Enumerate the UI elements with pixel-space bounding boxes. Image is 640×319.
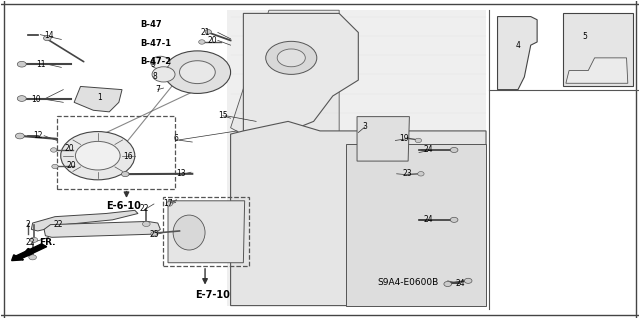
Ellipse shape bbox=[61, 131, 135, 180]
Ellipse shape bbox=[451, 147, 458, 152]
Polygon shape bbox=[357, 117, 410, 161]
Ellipse shape bbox=[266, 41, 317, 74]
Polygon shape bbox=[31, 210, 138, 231]
Ellipse shape bbox=[205, 30, 211, 34]
Text: 22: 22 bbox=[140, 204, 149, 213]
Text: 20: 20 bbox=[65, 144, 74, 153]
Text: 24: 24 bbox=[424, 215, 433, 224]
FancyArrow shape bbox=[12, 244, 47, 261]
Ellipse shape bbox=[151, 56, 170, 69]
Ellipse shape bbox=[151, 232, 157, 236]
Bar bbox=[163, 197, 249, 266]
Ellipse shape bbox=[173, 215, 205, 250]
Ellipse shape bbox=[444, 281, 452, 286]
Text: 22: 22 bbox=[26, 238, 35, 247]
Text: 24: 24 bbox=[456, 279, 465, 288]
Text: 13: 13 bbox=[176, 169, 186, 178]
Polygon shape bbox=[230, 10, 339, 160]
Text: 24: 24 bbox=[424, 145, 433, 154]
Text: B-47-2: B-47-2 bbox=[140, 57, 171, 66]
Text: 9: 9 bbox=[150, 60, 155, 69]
Polygon shape bbox=[230, 122, 486, 306]
Ellipse shape bbox=[122, 172, 129, 177]
Text: 19: 19 bbox=[399, 134, 409, 143]
Polygon shape bbox=[243, 13, 358, 134]
Polygon shape bbox=[563, 13, 633, 86]
Text: 12: 12 bbox=[33, 131, 42, 140]
Text: 14: 14 bbox=[44, 31, 53, 40]
Text: B-47: B-47 bbox=[140, 20, 161, 29]
Ellipse shape bbox=[29, 255, 36, 260]
Polygon shape bbox=[566, 58, 628, 83]
Polygon shape bbox=[227, 10, 486, 306]
Text: 7: 7 bbox=[156, 85, 160, 94]
Text: 2: 2 bbox=[25, 220, 30, 229]
Text: 6: 6 bbox=[174, 134, 179, 143]
Ellipse shape bbox=[277, 49, 305, 67]
Text: E-6-10: E-6-10 bbox=[106, 201, 141, 211]
Text: 3: 3 bbox=[362, 122, 367, 131]
Ellipse shape bbox=[166, 202, 173, 206]
Ellipse shape bbox=[152, 67, 175, 82]
Ellipse shape bbox=[44, 36, 51, 41]
Text: B-47-1: B-47-1 bbox=[140, 39, 171, 48]
Polygon shape bbox=[168, 201, 244, 263]
Polygon shape bbox=[346, 144, 486, 306]
Text: FR.: FR. bbox=[39, 238, 56, 247]
Polygon shape bbox=[44, 221, 161, 237]
Ellipse shape bbox=[17, 61, 26, 67]
Ellipse shape bbox=[465, 278, 472, 283]
Ellipse shape bbox=[51, 148, 57, 152]
Text: 17: 17 bbox=[163, 199, 173, 208]
Ellipse shape bbox=[143, 221, 150, 226]
Ellipse shape bbox=[451, 217, 458, 222]
Ellipse shape bbox=[198, 40, 205, 44]
Ellipse shape bbox=[30, 237, 38, 242]
Ellipse shape bbox=[76, 141, 120, 170]
Text: 25: 25 bbox=[149, 230, 159, 239]
Text: 1: 1 bbox=[97, 93, 102, 102]
Text: E-7-10: E-7-10 bbox=[195, 290, 230, 300]
Text: 20: 20 bbox=[208, 36, 218, 45]
Text: 4: 4 bbox=[516, 41, 520, 50]
Text: 22: 22 bbox=[53, 220, 63, 229]
Ellipse shape bbox=[415, 138, 422, 143]
Ellipse shape bbox=[418, 172, 424, 176]
Text: 16: 16 bbox=[124, 152, 133, 161]
Text: 20: 20 bbox=[66, 161, 76, 170]
Ellipse shape bbox=[52, 164, 58, 169]
Ellipse shape bbox=[15, 133, 24, 139]
Text: 15: 15 bbox=[218, 111, 228, 120]
Ellipse shape bbox=[164, 51, 230, 93]
Polygon shape bbox=[74, 86, 122, 112]
Polygon shape bbox=[497, 17, 537, 90]
Text: S9A4-E0600B: S9A4-E0600B bbox=[378, 278, 439, 287]
Bar bbox=[57, 116, 175, 189]
Text: 10: 10 bbox=[31, 95, 40, 104]
Text: 5: 5 bbox=[582, 32, 588, 41]
Text: 8: 8 bbox=[153, 72, 157, 81]
Ellipse shape bbox=[17, 96, 26, 101]
Text: 23: 23 bbox=[403, 169, 412, 178]
Text: 21: 21 bbox=[200, 28, 210, 37]
Text: 11: 11 bbox=[36, 60, 45, 69]
Ellipse shape bbox=[179, 61, 215, 84]
